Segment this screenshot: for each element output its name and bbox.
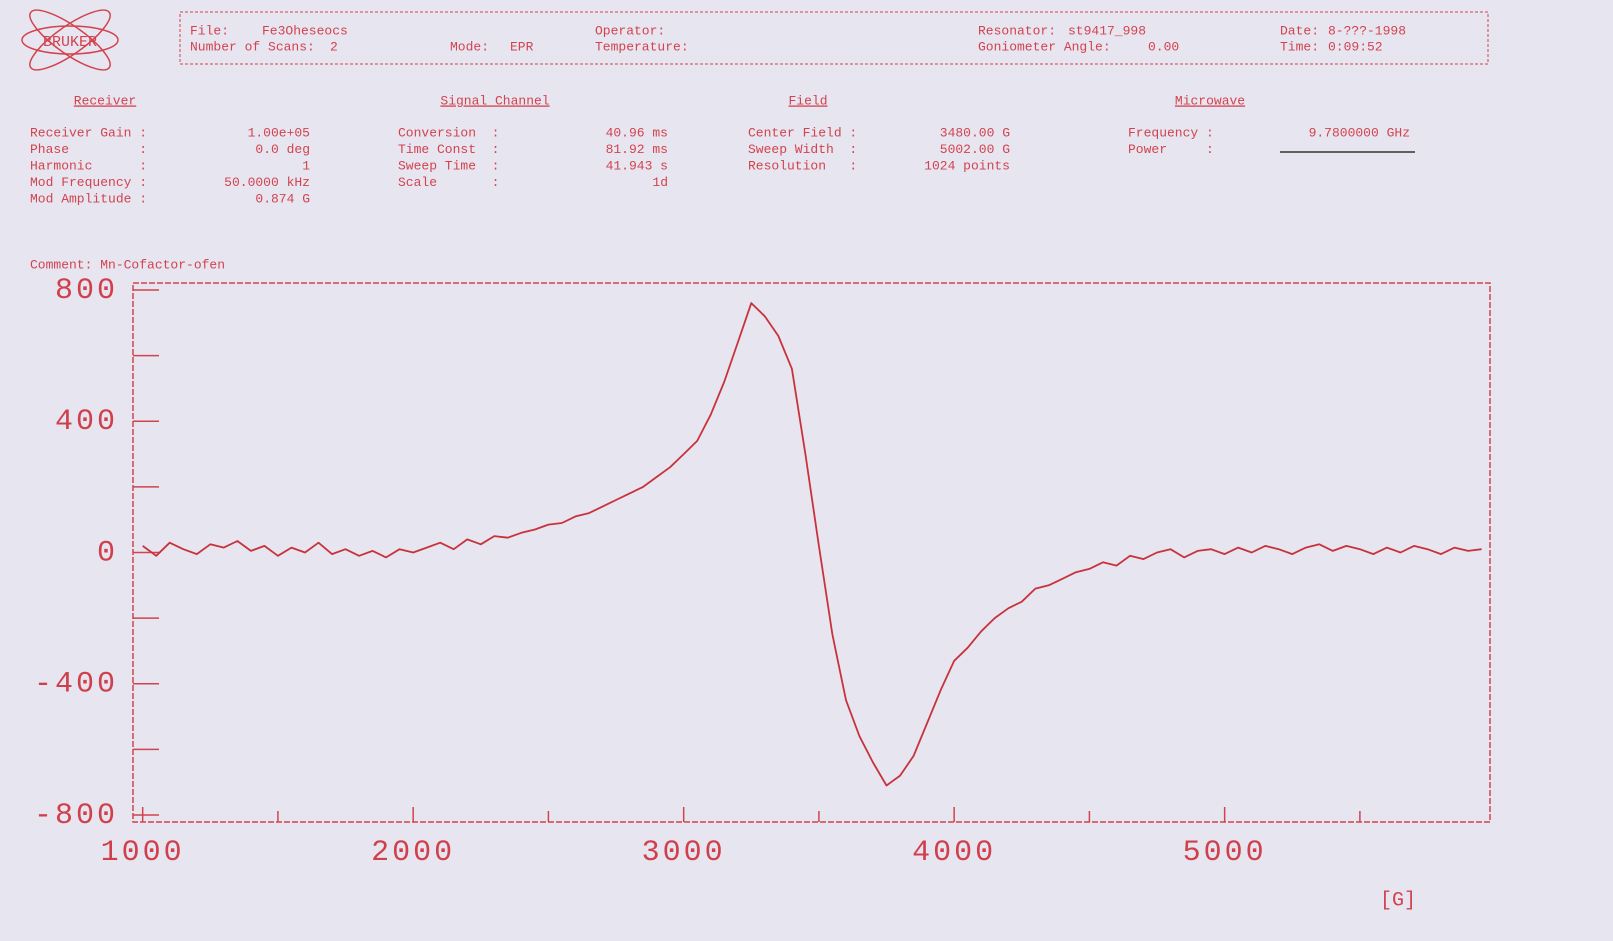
param-label: Harmonic : — [30, 158, 147, 173]
header-label: Mode: — [450, 39, 489, 54]
param-value: 0.0 deg — [255, 142, 310, 157]
header-value: EPR — [510, 39, 534, 54]
header-value: Fe3Oheseocs — [262, 23, 348, 38]
header-label: Operator: — [595, 23, 665, 38]
header-label: Time: — [1280, 39, 1319, 54]
param-label: Phase : — [30, 142, 147, 157]
header-label: Number of Scans: — [190, 39, 315, 54]
x-unit: [G] — [1380, 889, 1416, 912]
param-label: Sweep Time : — [398, 158, 499, 173]
param-label: Frequency : — [1128, 125, 1214, 140]
y-tick-label: 400 — [55, 405, 118, 439]
param-value: 0.874 G — [255, 191, 310, 206]
x-tick-label: 3000 — [642, 836, 726, 870]
section-title: Signal Channel — [440, 93, 549, 108]
header-label: Resonator: — [978, 23, 1056, 38]
param-label: Power : — [1128, 142, 1214, 157]
header-label: Goniometer Angle: — [978, 39, 1111, 54]
y-tick-label: 0 — [97, 536, 118, 570]
logo-orbit — [29, 9, 111, 71]
header-value: st9417_998 — [1068, 23, 1146, 38]
param-value: 40.96 ms — [606, 125, 668, 140]
param-label: Resolution : — [748, 158, 857, 173]
logo — [21, 9, 119, 71]
header-value: 8-???-1998 — [1328, 23, 1406, 38]
param-value: 50.0000 kHz — [224, 175, 310, 190]
param-label: Receiver Gain : — [30, 125, 147, 140]
param-value: 1.00e+05 — [248, 125, 310, 140]
logo-orbit — [29, 9, 111, 71]
param-value: 81.92 ms — [606, 142, 668, 157]
param-value: 9.7800000 GHz — [1309, 125, 1410, 140]
x-tick-label: 4000 — [912, 836, 996, 870]
param-label: Mod Amplitude : — [30, 191, 147, 206]
param-value: 41.943 s — [606, 158, 668, 173]
param-label: Scale : — [398, 175, 499, 190]
section-title: Field — [788, 93, 827, 108]
param-value: 5002.00 G — [940, 142, 1010, 157]
param-value: 1024 points — [924, 158, 1010, 173]
spectrum-line — [142, 302, 1482, 787]
logo-text: BRUKER — [43, 34, 97, 51]
header-label: File: — [190, 23, 229, 38]
param-label: Center Field : — [748, 125, 857, 140]
comment: Comment: Mn-Cofactor-ofen — [30, 257, 225, 272]
header-value: 0:09:52 — [1328, 39, 1383, 54]
header-value: 2 — [330, 39, 338, 54]
param-label: Conversion : — [398, 125, 499, 140]
section-title: Receiver — [74, 93, 136, 108]
logo-orbit — [21, 25, 119, 55]
param-value: 3480.00 G — [940, 125, 1010, 140]
x-tick-label: 5000 — [1183, 836, 1267, 870]
y-tick-label: -800 — [34, 799, 118, 833]
param-value: 1d — [652, 175, 668, 190]
param-label: Sweep Width : — [748, 142, 857, 157]
x-tick-label: 2000 — [371, 836, 455, 870]
header-label: Date: — [1280, 23, 1319, 38]
section-title: Microwave — [1175, 93, 1245, 108]
header-value: 0.00 — [1148, 39, 1179, 54]
y-tick-label: 800 — [55, 274, 118, 308]
header-label: Temperature: — [595, 39, 689, 54]
param-label: Time Const : — [398, 142, 499, 157]
y-tick-label: -400 — [34, 668, 118, 702]
x-tick-label: 1000 — [101, 836, 185, 870]
param-value: 1 — [302, 158, 310, 173]
param-label: Mod Frequency : — [30, 175, 147, 190]
